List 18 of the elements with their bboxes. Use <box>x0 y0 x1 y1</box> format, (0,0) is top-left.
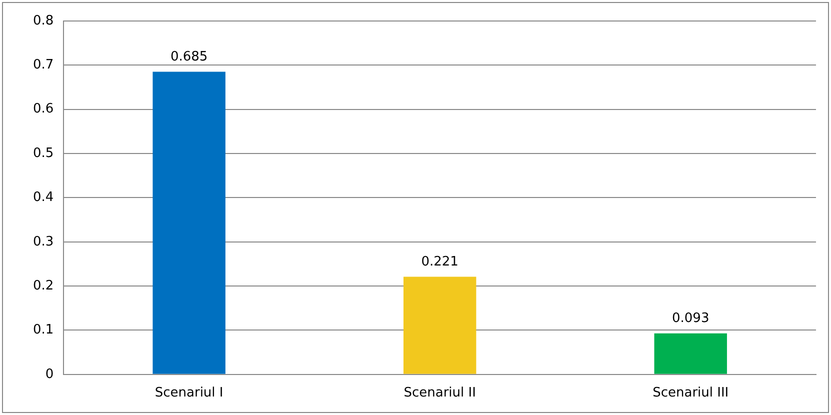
y-tick-label: 0.5 <box>32 146 54 161</box>
y-tick-label: 0.1 <box>32 322 54 338</box>
data-label: 0.093 <box>672 311 710 326</box>
y-tick-label: 0.3 <box>32 234 54 250</box>
bar <box>403 276 476 374</box>
y-tick-label: 0.4 <box>32 190 54 206</box>
x-tick-label: Scenariul II <box>404 386 476 401</box>
y-tick-label: 0.7 <box>32 58 54 73</box>
bar <box>654 333 727 374</box>
data-label: 0.221 <box>421 254 458 270</box>
data-label: 0.685 <box>170 50 208 65</box>
y-tick-label: 0.6 <box>32 102 54 117</box>
bar <box>152 72 226 374</box>
y-tick-label: 0 <box>45 366 54 382</box>
x-tick-label: Scenariul I <box>154 386 224 401</box>
x-tick-label: Scenariul III <box>652 386 729 401</box>
y-tick-label: 0.8 <box>32 13 54 28</box>
y-tick-label: 0.2 <box>32 278 54 294</box>
